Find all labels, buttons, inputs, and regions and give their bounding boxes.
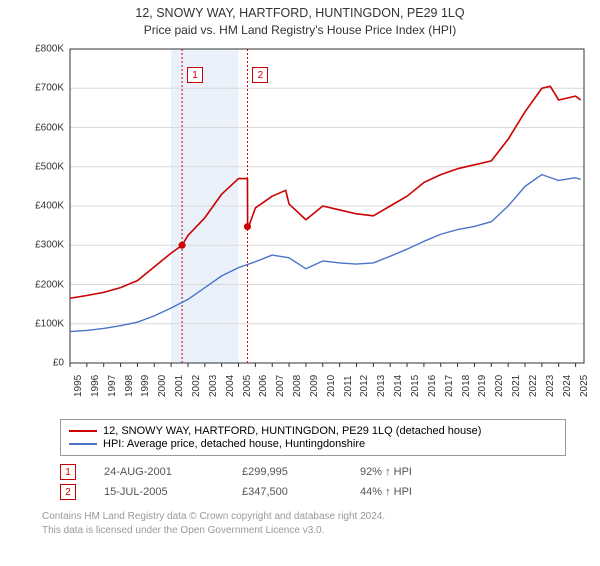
legend-label: 12, SNOWY WAY, HARTFORD, HUNTINGDON, PE2… bbox=[103, 425, 481, 437]
marker-row-num: 2 bbox=[60, 484, 76, 500]
legend-item: HPI: Average price, detached house, Hunt… bbox=[69, 438, 557, 450]
marker-row-pct: 44% ↑ HPI bbox=[360, 486, 450, 498]
x-tick-label: 2003 bbox=[208, 375, 219, 397]
chart-marker-1: 1 bbox=[187, 67, 203, 83]
marker-row-pct: 92% ↑ HPI bbox=[360, 466, 450, 478]
x-tick-label: 2018 bbox=[461, 375, 472, 397]
x-tick-label: 2008 bbox=[292, 375, 303, 397]
legend-swatch bbox=[69, 443, 97, 445]
page-subtitle: Price paid vs. HM Land Registry's House … bbox=[0, 23, 600, 37]
y-tick-label: £700K bbox=[28, 83, 64, 94]
x-tick-label: 1995 bbox=[73, 375, 84, 397]
y-tick-label: £300K bbox=[28, 240, 64, 251]
y-tick-label: £600K bbox=[28, 122, 64, 133]
x-tick-label: 2007 bbox=[275, 375, 286, 397]
y-tick-label: £500K bbox=[28, 161, 64, 172]
x-tick-label: 2006 bbox=[258, 375, 269, 397]
y-tick-label: £0 bbox=[28, 358, 64, 369]
x-tick-label: 2022 bbox=[528, 375, 539, 397]
marker-row-num: 1 bbox=[60, 464, 76, 480]
legend-item: 12, SNOWY WAY, HARTFORD, HUNTINGDON, PE2… bbox=[69, 425, 557, 437]
x-tick-label: 2001 bbox=[174, 375, 185, 397]
x-tick-label: 2011 bbox=[343, 375, 354, 397]
legend-label: HPI: Average price, detached house, Hunt… bbox=[103, 438, 365, 450]
chart-marker-2: 2 bbox=[252, 67, 268, 83]
x-tick-label: 1997 bbox=[107, 375, 118, 397]
marker-table: 1 24-AUG-2001 £299,995 92% ↑ HPI 2 15-JUL-200… bbox=[42, 464, 566, 500]
x-tick-label: 2013 bbox=[376, 375, 387, 397]
y-tick-label: £800K bbox=[28, 44, 64, 55]
x-tick-label: 2015 bbox=[410, 375, 421, 397]
x-tick-label: 2004 bbox=[225, 375, 236, 397]
legend-swatch bbox=[69, 430, 97, 432]
x-tick-label: 2002 bbox=[191, 375, 202, 397]
y-tick-label: £400K bbox=[28, 201, 64, 212]
marker-row-date: 24-AUG-2001 bbox=[104, 466, 214, 478]
page-title: 12, SNOWY WAY, HARTFORD, HUNTINGDON, PE2… bbox=[0, 6, 600, 20]
footer-attribution: Contains HM Land Registry data © Crown c… bbox=[42, 510, 566, 537]
y-tick-label: £200K bbox=[28, 279, 64, 290]
line-chart: £0 £100K £200K £300K £400K £500K £600K £700K £80… bbox=[30, 43, 590, 413]
footer-line: This data is licensed under the Open Gov… bbox=[42, 524, 566, 538]
x-tick-label: 1996 bbox=[90, 375, 101, 397]
x-tick-label: 2020 bbox=[494, 375, 505, 397]
x-tick-label: 2010 bbox=[326, 375, 337, 397]
x-tick-label: 2000 bbox=[157, 375, 168, 397]
x-tick-label: 2021 bbox=[511, 375, 522, 397]
x-tick-label: 1999 bbox=[140, 375, 151, 397]
x-tick-label: 2016 bbox=[427, 375, 438, 397]
footer-line: Contains HM Land Registry data © Crown c… bbox=[42, 510, 566, 524]
x-tick-label: 2019 bbox=[477, 375, 488, 397]
x-tick-label: 2017 bbox=[444, 375, 455, 397]
x-tick-label: 2014 bbox=[393, 375, 404, 397]
x-tick-label: 2005 bbox=[242, 375, 253, 397]
marker-row: 2 15-JUL-2005 £347,500 44% ↑ HPI bbox=[42, 484, 566, 500]
marker-row-price: £299,995 bbox=[242, 466, 332, 478]
x-tick-label: 2024 bbox=[562, 375, 573, 397]
x-tick-label: 2025 bbox=[579, 375, 590, 397]
marker-row-price: £347,500 bbox=[242, 486, 332, 498]
marker-row-date: 15-JUL-2005 bbox=[104, 486, 214, 498]
x-tick-label: 2009 bbox=[309, 375, 320, 397]
x-tick-label: 1998 bbox=[124, 375, 135, 397]
y-tick-label: £100K bbox=[28, 318, 64, 329]
x-tick-label: 2012 bbox=[359, 375, 370, 397]
x-tick-label: 2023 bbox=[545, 375, 556, 397]
legend: 12, SNOWY WAY, HARTFORD, HUNTINGDON, PE2… bbox=[60, 419, 566, 456]
marker-row: 1 24-AUG-2001 £299,995 92% ↑ HPI bbox=[42, 464, 566, 480]
